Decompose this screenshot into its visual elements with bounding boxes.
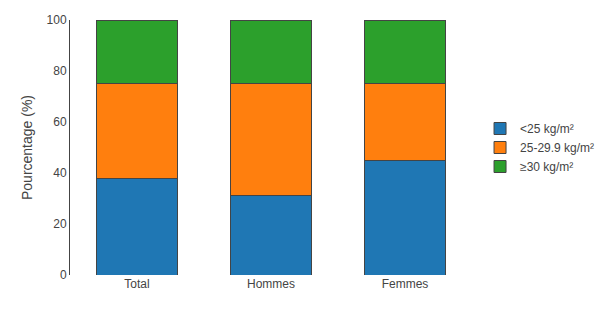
svg-text:Total: Total — [124, 277, 149, 291]
svg-text:0: 0 — [60, 268, 67, 282]
svg-text:Femmes: Femmes — [382, 277, 429, 291]
svg-text:40: 40 — [53, 166, 67, 180]
svg-text:25-29.9 kg/m²: 25-29.9 kg/m² — [520, 141, 594, 155]
svg-text:80: 80 — [53, 64, 67, 78]
svg-text:Pourcentage (%): Pourcentage (%) — [19, 95, 35, 200]
svg-text:100: 100 — [47, 13, 67, 27]
svg-text:60: 60 — [53, 115, 67, 129]
svg-text:≥30 kg/m²: ≥30 kg/m² — [520, 160, 573, 174]
svg-text:Hommes: Hommes — [247, 277, 295, 291]
svg-text:20: 20 — [53, 217, 67, 231]
svg-text:<25 kg/m²: <25 kg/m² — [520, 122, 574, 136]
